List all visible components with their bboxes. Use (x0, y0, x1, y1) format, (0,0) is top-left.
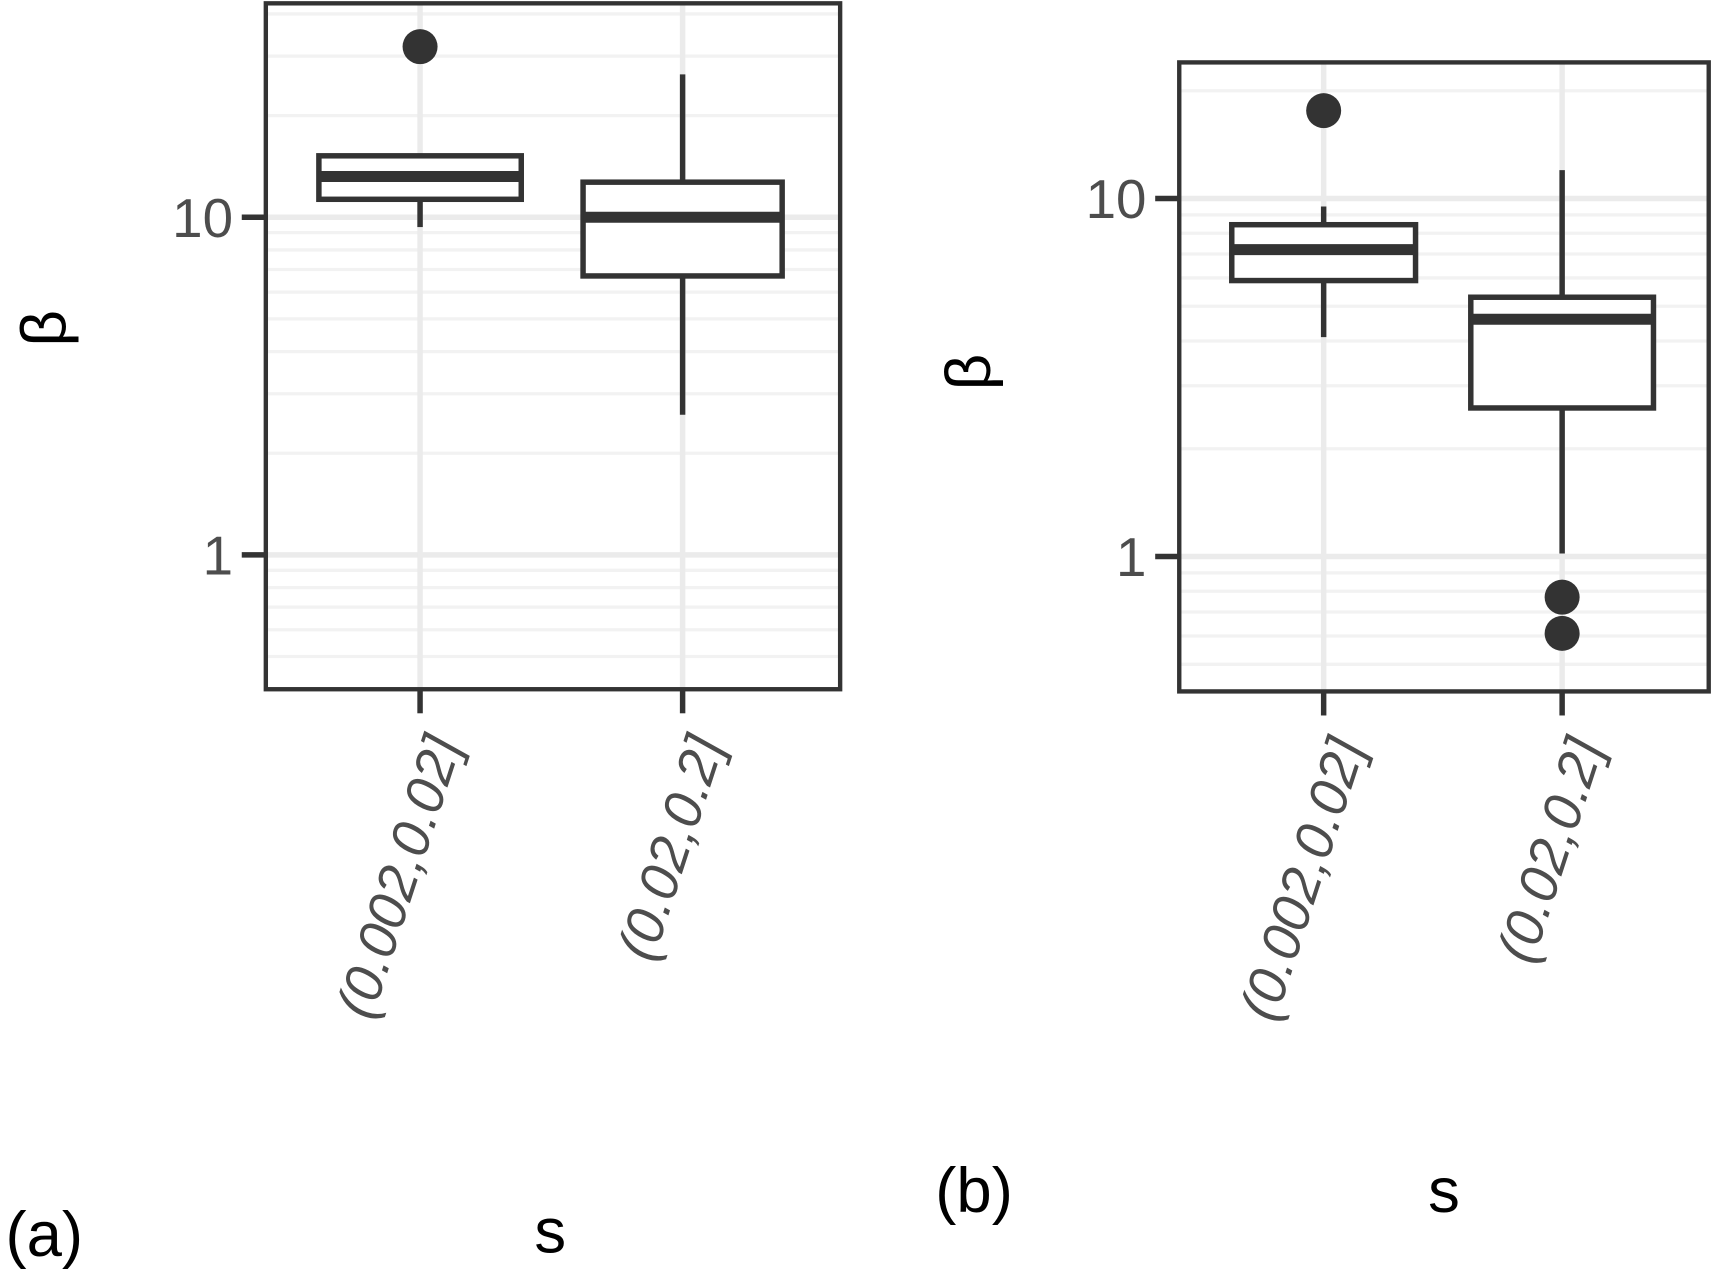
box-2 (1468, 170, 1657, 651)
panel-b: 1 10 (0.002,0.02] (0.02,0.2] β s (b) (934, 60, 1711, 1226)
y-tick-label: 1 (1116, 526, 1146, 588)
plot-frame (263, 1, 843, 692)
x-tick-label: (0.02,0.2] (1485, 729, 1616, 970)
y-axis-label: β (10, 310, 80, 347)
x-tick-label: (0.002,0.02] (1227, 729, 1377, 1027)
box-1 (1229, 93, 1419, 338)
box-2 (580, 74, 785, 415)
outlier-point (1544, 579, 1580, 615)
panel-label: (a) (5, 1200, 83, 1270)
y-tick-label: 1 (203, 525, 233, 587)
x-axis-label: s (534, 1197, 566, 1267)
x-axis-label: s (1428, 1156, 1460, 1226)
y-axis-label: β (934, 354, 1004, 391)
box-iqr (580, 179, 785, 279)
x-tick-label: (0.002,0.02] (324, 727, 474, 1025)
outlier-point (402, 29, 438, 65)
y-tick-label: 10 (172, 187, 233, 249)
outlier-point (1544, 615, 1580, 651)
plot-frame (1177, 60, 1711, 694)
plot-background (265, 3, 841, 690)
panel-a: 1 10 (0.002,0.02] (0.02,0.2] β s (a) (5, 1, 843, 1270)
y-tick-label: 10 (1086, 168, 1147, 230)
outlier-point (1306, 93, 1342, 129)
panel-label: (b) (935, 1156, 1013, 1226)
box-1 (316, 29, 524, 228)
x-tick-label: (0.02,0.2] (605, 727, 736, 968)
